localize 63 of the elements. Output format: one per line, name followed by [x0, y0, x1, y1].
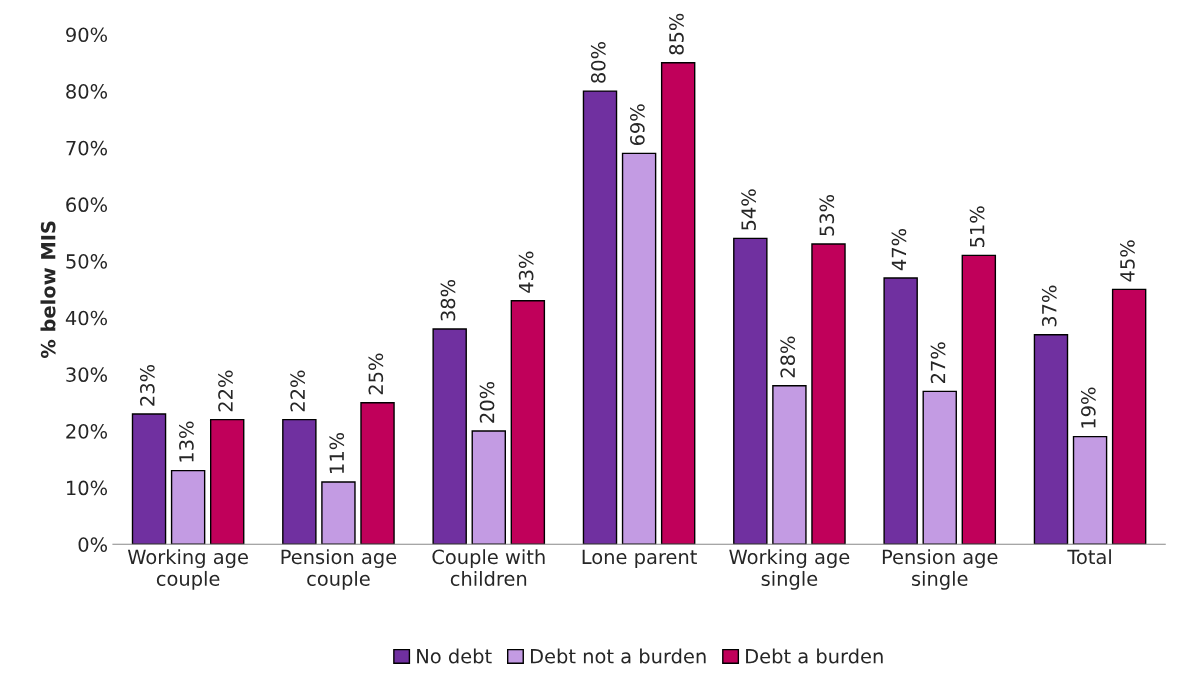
data-label: 22%: [290, 370, 305, 412]
bar: [733, 237, 768, 545]
x-tick-label: Lone parent: [582, 549, 697, 568]
data-label: 28%: [780, 336, 796, 378]
legend-label: Debt not a burden: [531, 648, 706, 664]
bar: [321, 481, 356, 545]
legend-label: Debt a burden: [746, 648, 883, 664]
data-label: 13%: [179, 421, 194, 462]
x-tick-label: Working age single: [729, 549, 850, 590]
x-tick-label: Pension age couple: [281, 549, 397, 590]
y-axis-title: % below MIS: [40, 221, 56, 359]
data-label: 53%: [819, 194, 835, 236]
data-label: 37%: [1041, 285, 1057, 327]
y-tick-label: 70%: [66, 140, 108, 156]
data-label: 20%: [479, 381, 495, 423]
data-label: 85%: [669, 13, 684, 55]
bar: [1111, 288, 1147, 545]
bar: [660, 62, 696, 545]
data-label: 47%: [891, 228, 907, 271]
bar: [510, 300, 546, 545]
data-label: 80%: [590, 42, 606, 83]
y-tick-label: 90%: [66, 27, 108, 43]
bar: [360, 401, 395, 545]
data-label: 43%: [518, 251, 534, 293]
data-label: 22%: [218, 370, 233, 412]
y-tick-label: 40%: [65, 310, 108, 326]
bar: [883, 277, 918, 545]
bar: [621, 152, 657, 545]
data-label: 69%: [630, 104, 645, 146]
y-tick-label: 10%: [67, 480, 108, 496]
data-label: 19%: [1080, 387, 1096, 428]
y-tick-label: 30%: [66, 367, 108, 383]
x-tick-label: Working age couple: [127, 549, 248, 590]
bar: [811, 243, 846, 545]
bar: [282, 418, 317, 545]
data-label: 27%: [930, 342, 946, 383]
bar: [1033, 334, 1069, 545]
bar: [961, 254, 997, 545]
bar: [1072, 435, 1108, 545]
data-label: 45%: [1120, 240, 1135, 282]
bar: [922, 390, 957, 545]
x-tick-label: Couple with children: [432, 549, 545, 586]
y-tick-label: 0%: [78, 537, 108, 552]
bar: [209, 418, 245, 545]
legend-label: No debt: [417, 648, 492, 664]
data-label: 25%: [368, 353, 384, 395]
data-label: 11%: [329, 432, 345, 473]
y-tick-label: 20%: [66, 423, 108, 439]
bar: [432, 328, 467, 545]
y-tick-label: 60%: [66, 197, 108, 213]
bar: [471, 430, 506, 545]
bar: [131, 413, 167, 545]
bar: [170, 469, 206, 545]
data-label: 54%: [741, 189, 756, 230]
data-label: 51%: [969, 206, 985, 247]
bar: [772, 384, 807, 545]
bar: [582, 90, 618, 545]
data-label: 38%: [440, 279, 456, 321]
y-tick-label: 50%: [66, 254, 108, 269]
data-label: 23%: [139, 364, 155, 406]
y-tick-label: 80%: [66, 84, 108, 99]
x-tick-label: Total: [1067, 549, 1111, 565]
x-tick-label: Pension age single: [882, 549, 998, 590]
